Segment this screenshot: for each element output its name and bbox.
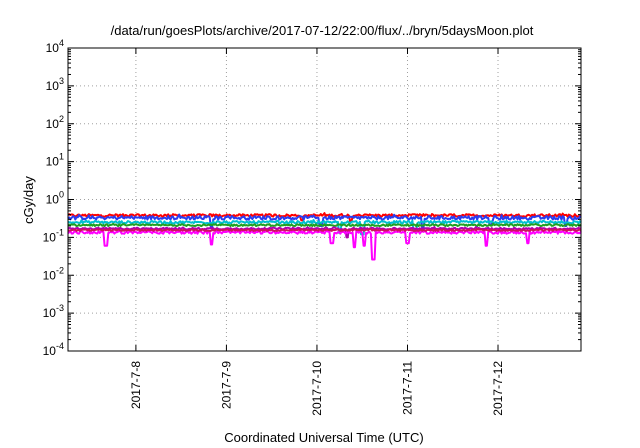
y-tick-base: 10 [43, 230, 57, 244]
y-tick-label: 100 [46, 190, 64, 207]
x-tick-label: 2017-7-8 [129, 361, 143, 409]
series-line [67, 212, 582, 223]
x-tick-label: 2017-7-12 [491, 361, 505, 416]
y-tick-exponent: -4 [56, 341, 64, 351]
y-tick-label: 10-4 [43, 341, 64, 358]
series-layer [67, 212, 582, 261]
x-tick-labels: 2017-7-8 2017-7-9 2017-7-10 2017-7-11 2017-7… [129, 361, 505, 416]
y-tick-label: 10-2 [43, 265, 64, 282]
y-tick-base: 10 [46, 41, 60, 55]
y-tick-base: 10 [46, 193, 60, 207]
y-tick-label: 10-3 [43, 303, 64, 320]
x-axis-label: Coordinated Universal Time (UTC) [224, 430, 423, 445]
series-line [67, 219, 582, 236]
series-line [67, 229, 582, 261]
y-tick-exponent: 3 [59, 76, 64, 86]
y-tick-label: 10-1 [43, 227, 64, 244]
y-tick-base: 10 [43, 344, 57, 358]
y-tick-label: 104 [46, 38, 64, 55]
x-tick-label: 2017-7-11 [400, 361, 414, 415]
y-tick-label: 102 [46, 114, 64, 131]
y-tick-label: 101 [46, 152, 64, 169]
y-tick-base: 10 [46, 79, 60, 93]
y-tick-base: 10 [43, 268, 57, 282]
chart-title: /data/run/goesPlots/archive/2017-07-12/2… [111, 23, 534, 38]
y-tick-exponent: 1 [59, 152, 64, 162]
y-axis-label: cGy/day [21, 176, 36, 224]
y-tick-base: 10 [46, 117, 60, 131]
y-tick-base: 10 [46, 155, 60, 169]
y-tick-exponent: -1 [56, 227, 64, 237]
y-tick-exponent: -2 [56, 265, 64, 275]
x-tick-label: 2017-7-10 [310, 361, 324, 416]
x-tick-label: 2017-7-9 [219, 361, 233, 409]
y-tick-exponent: 0 [59, 190, 64, 200]
y-tick-exponent: -3 [56, 303, 64, 313]
grid [68, 48, 581, 351]
y-tick-label: 103 [46, 76, 64, 93]
y-tick-base: 10 [43, 306, 57, 320]
y-tick-exponent: 2 [59, 114, 64, 124]
y-tick-exponent: 4 [59, 38, 64, 48]
series-line [67, 227, 582, 232]
series-line [67, 213, 582, 230]
series-line [67, 222, 582, 228]
ticks [68, 47, 581, 352]
